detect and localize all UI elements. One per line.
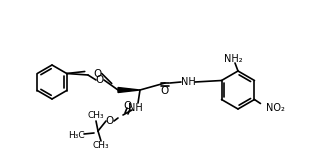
Text: O: O — [96, 75, 104, 85]
Text: H₃C: H₃C — [68, 131, 84, 140]
Text: O: O — [161, 86, 169, 96]
Text: CH₃: CH₃ — [88, 112, 104, 121]
Text: O: O — [94, 69, 102, 79]
Polygon shape — [118, 87, 140, 92]
Text: NH: NH — [128, 103, 142, 113]
Text: O: O — [106, 116, 114, 126]
Text: CH₃: CH₃ — [93, 141, 109, 151]
Text: NH₂: NH₂ — [224, 54, 242, 64]
Text: NO₂: NO₂ — [266, 102, 285, 113]
Text: NH: NH — [180, 77, 195, 87]
Text: O: O — [124, 101, 132, 111]
